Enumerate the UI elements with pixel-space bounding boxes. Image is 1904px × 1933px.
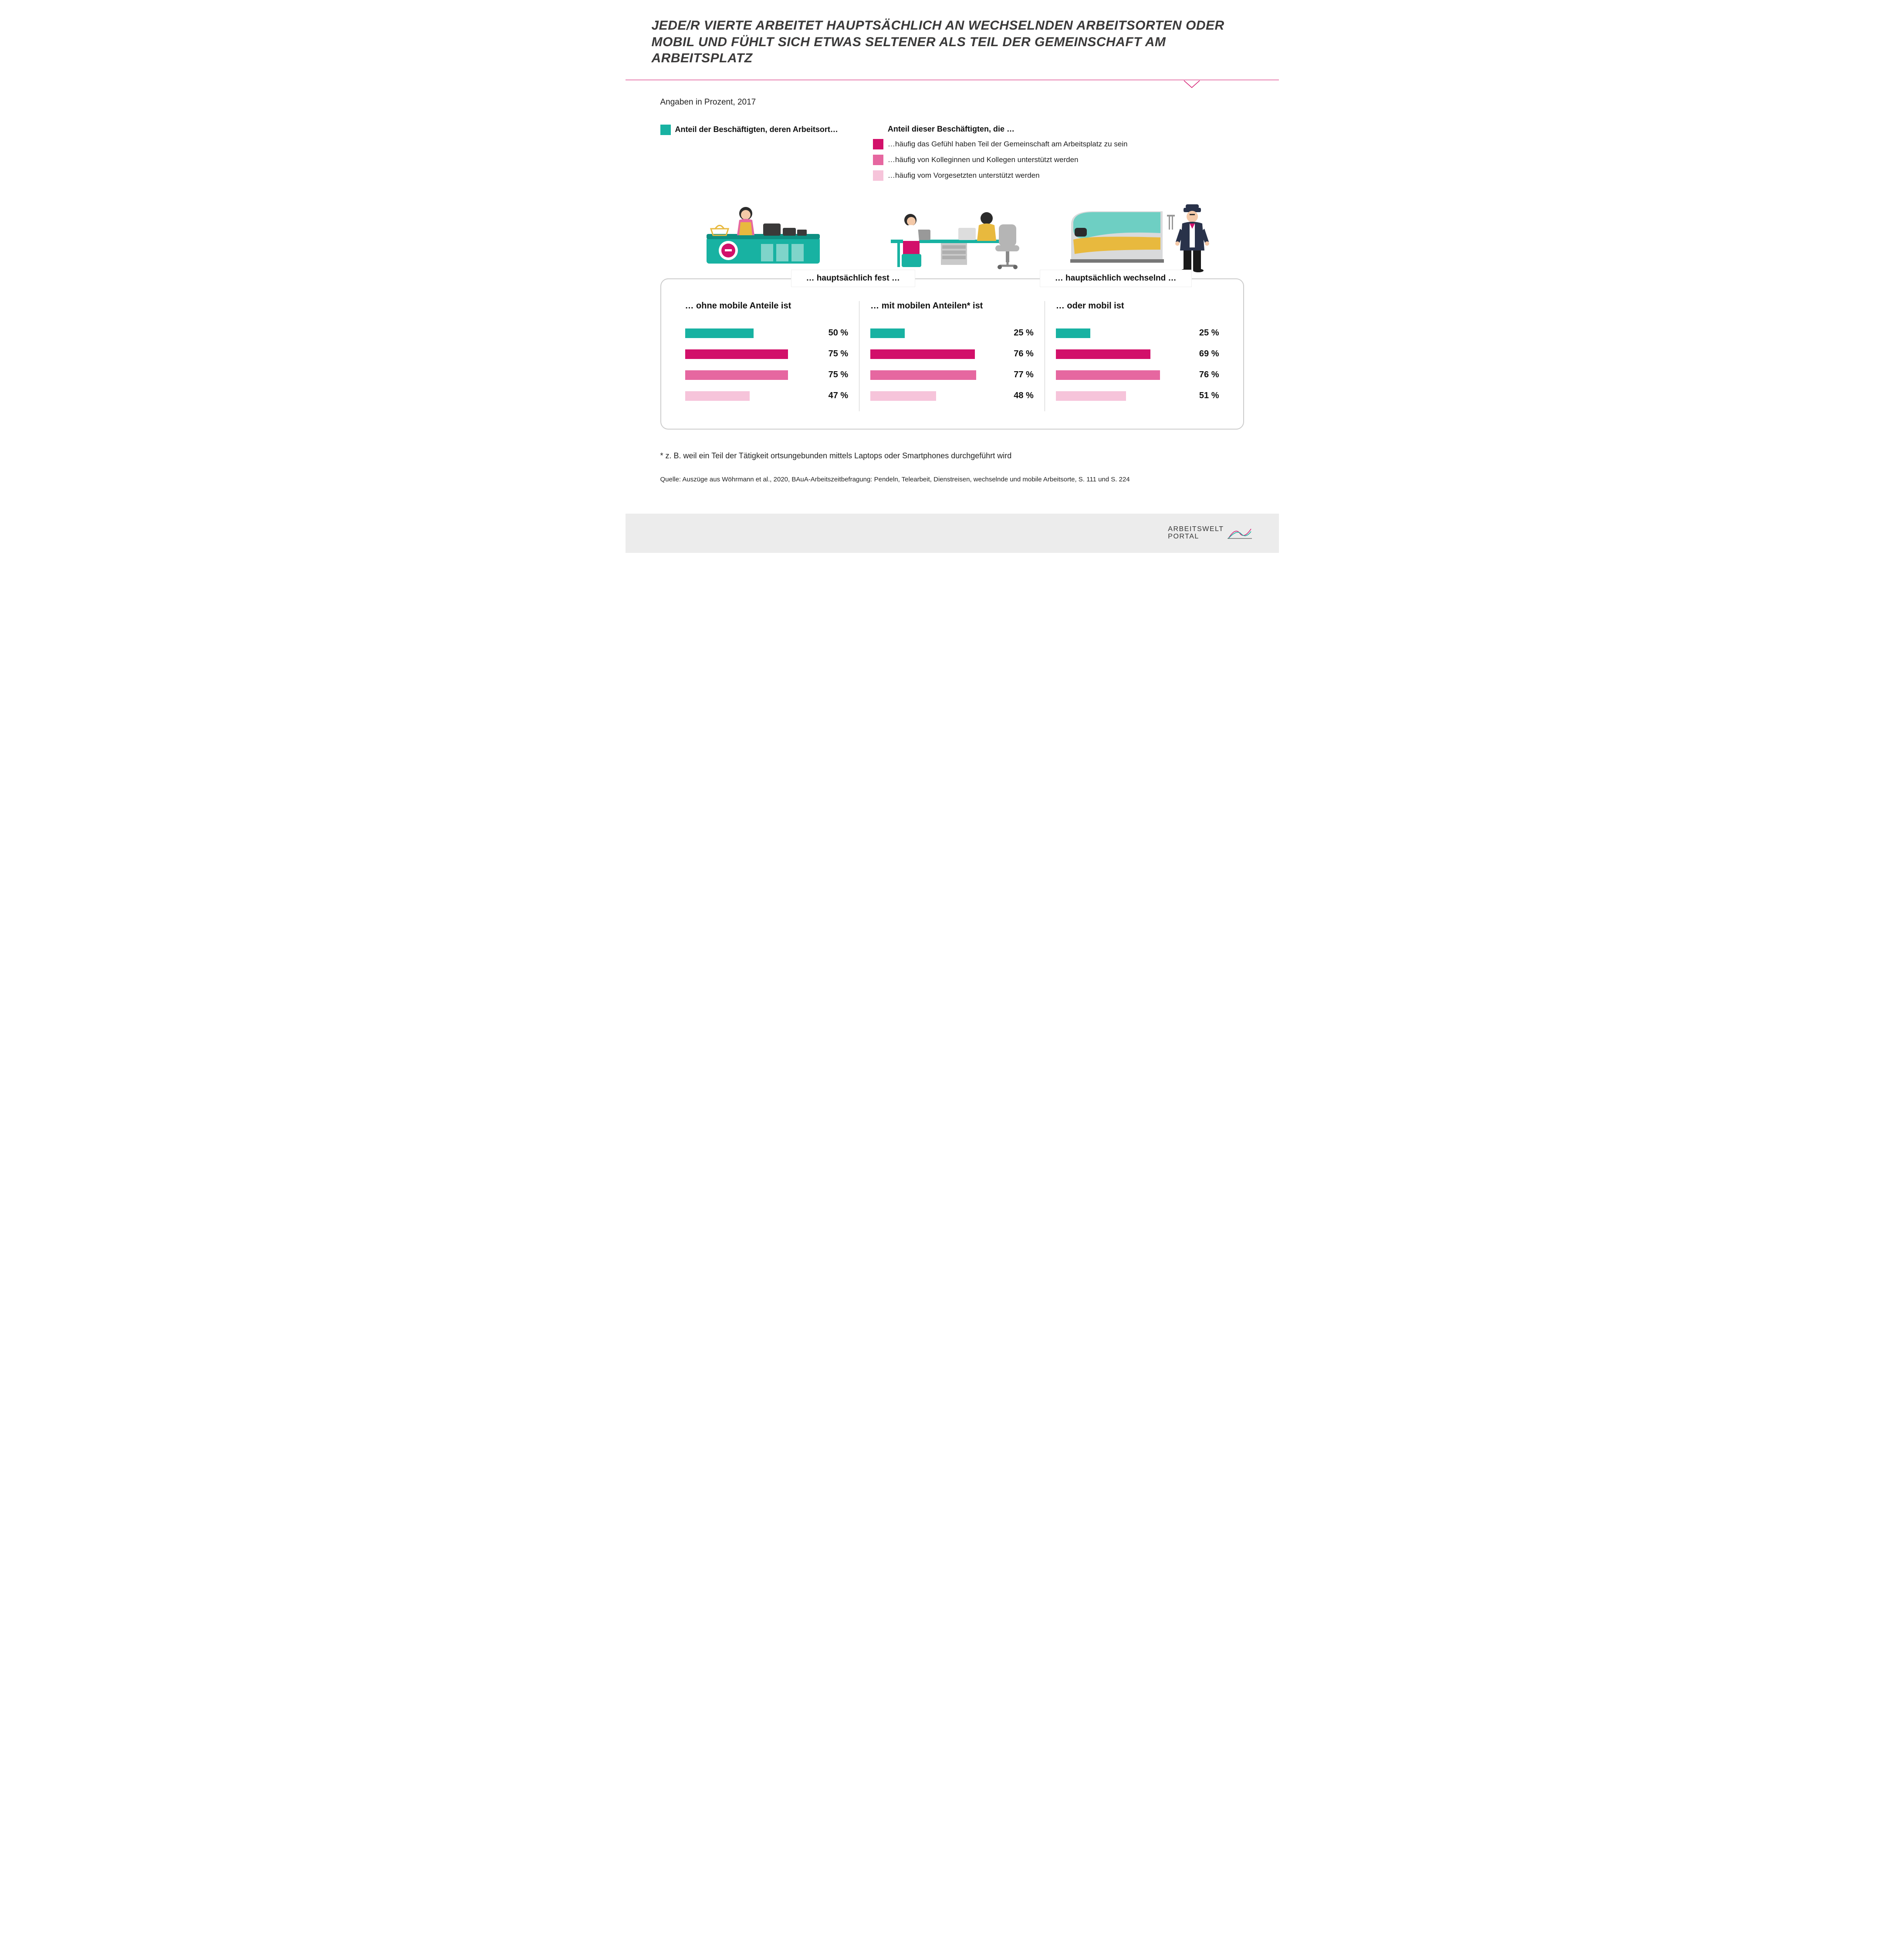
footnote: * z. B. weil ein Teil der Tätigkeit orts…	[660, 451, 1244, 460]
chart-column-1: … mit mobilen Anteilen* ist 25 % 76 % 77 % 4…	[859, 301, 1045, 411]
bar-row: 77 %	[870, 369, 1034, 381]
bar-track	[870, 328, 1008, 338]
illustration-row	[660, 198, 1244, 272]
swatch-magenta-light	[873, 170, 883, 181]
bar-row: 48 %	[870, 390, 1034, 402]
cashier-icon	[698, 203, 829, 272]
office-icon	[878, 203, 1026, 272]
logo-line2: PORTAL	[1168, 533, 1224, 541]
bar-track	[685, 370, 822, 380]
legend-right-head: Anteil dieser Beschäftigten, die …	[873, 125, 1128, 134]
bar-track	[685, 391, 822, 401]
column-title: … ohne mobile Anteile ist	[685, 301, 849, 311]
bar-fill	[870, 349, 974, 359]
bar-row: 51 %	[1056, 390, 1219, 402]
bar-fill	[685, 370, 788, 380]
bar-track	[1056, 391, 1193, 401]
chart-box: … ohne mobile Anteile ist 50 % 75 % 75 % 47 …	[660, 278, 1244, 430]
swatch-magenta-mid	[873, 155, 883, 165]
footer: ARBEITSWELT PORTAL	[626, 514, 1279, 553]
bar-track	[870, 391, 1008, 401]
bar-label: 25 %	[1199, 328, 1219, 338]
legend-left-head: Anteil der Beschäftigten, deren Arbeitso…	[660, 125, 838, 135]
bar-label: 75 %	[829, 370, 849, 380]
illustration-cashier	[669, 198, 858, 272]
bar-fill	[685, 328, 754, 338]
bar-fill	[870, 328, 905, 338]
bar-label: 50 %	[829, 328, 849, 338]
panel-title-right: … hauptsächlich wechselnd …	[1040, 270, 1192, 287]
bar-track	[870, 349, 1008, 359]
logo: ARBEITSWELT PORTAL	[1168, 525, 1252, 541]
chart-column-2: … oder mobil ist 25 % 69 % 76 % 51 %	[1045, 301, 1230, 411]
header: JEDE/R VIERTE ARBEITET HAUPTSÄCHLICH AN …	[626, 0, 1279, 75]
content: Angaben in Prozent, 2017 Anteil der Besc…	[626, 80, 1279, 492]
bar-track	[1056, 328, 1193, 338]
chart-column-0: … ohne mobile Anteile ist 50 % 75 % 75 % 47 …	[674, 301, 859, 411]
bar-row: 25 %	[1056, 328, 1219, 339]
swatch-teal	[660, 125, 671, 135]
bar-row: 50 %	[685, 328, 849, 339]
bar-track	[1056, 349, 1193, 359]
bar-label: 76 %	[1199, 370, 1219, 380]
logo-text: ARBEITSWELT PORTAL	[1168, 526, 1224, 541]
divider-notch-icon	[1183, 80, 1201, 89]
legend-left-text: Anteil der Beschäftigten, deren Arbeitso…	[675, 125, 838, 134]
legend-item-1: …häufig von Kolleginnen und Kollegen unt…	[873, 155, 1128, 165]
bar-fill	[870, 391, 936, 401]
bar-row: 75 %	[685, 369, 849, 381]
logo-icon	[1227, 525, 1253, 541]
subtitle: Angaben in Prozent, 2017	[660, 98, 1244, 107]
bar-fill	[1056, 370, 1160, 380]
bar-fill	[685, 349, 788, 359]
illustration-office	[858, 198, 1046, 272]
bar-row: 25 %	[870, 328, 1034, 339]
bar-track	[870, 370, 1008, 380]
train-icon	[1062, 198, 1219, 272]
bar-track	[685, 349, 822, 359]
bar-label: 77 %	[1014, 370, 1034, 380]
logo-line1: ARBEITSWELT	[1168, 526, 1224, 533]
bar-label: 51 %	[1199, 391, 1219, 401]
page-title: JEDE/R VIERTE ARBEITET HAUPTSÄCHLICH AN …	[652, 17, 1253, 67]
legend: Anteil der Beschäftigten, deren Arbeitso…	[660, 125, 1244, 181]
bar-label: 75 %	[829, 349, 849, 359]
bar-fill	[870, 370, 976, 380]
bar-label: 69 %	[1199, 349, 1219, 359]
swatch-magenta-dark	[873, 139, 883, 149]
bar-fill	[1056, 328, 1090, 338]
legend-item-2-text: …häufig vom Vorgesetzten unterstützt wer…	[888, 171, 1040, 180]
legend-item-2: …häufig vom Vorgesetzten unterstützt wer…	[873, 170, 1128, 181]
illustration-train	[1046, 198, 1235, 272]
bar-fill	[685, 391, 750, 401]
bar-label: 47 %	[829, 391, 849, 401]
column-title: … oder mobil ist	[1056, 301, 1219, 311]
bar-row: 76 %	[870, 349, 1034, 360]
bar-label: 76 %	[1014, 349, 1034, 359]
column-title: … mit mobilen Anteilen* ist	[870, 301, 1034, 311]
legend-item-0-text: …häufig das Gefühl haben Teil der Gemein…	[888, 140, 1128, 149]
bar-label: 25 %	[1014, 328, 1034, 338]
bar-track	[685, 328, 822, 338]
bar-row: 47 %	[685, 390, 849, 402]
bar-label: 48 %	[1014, 391, 1034, 401]
legend-item-1-text: …häufig von Kolleginnen und Kollegen unt…	[888, 156, 1079, 164]
panel-title-left: … hauptsächlich fest …	[791, 270, 915, 287]
bar-row: 69 %	[1056, 349, 1219, 360]
source: Quelle: Auszüge aus Wöhrmann et al., 202…	[660, 476, 1244, 483]
legend-right: Anteil dieser Beschäftigten, die … …häuf…	[873, 125, 1128, 181]
legend-item-0: …häufig das Gefühl haben Teil der Gemein…	[873, 139, 1128, 149]
bar-fill	[1056, 349, 1150, 359]
legend-left: Anteil der Beschäftigten, deren Arbeitso…	[660, 125, 838, 181]
bar-track	[1056, 370, 1193, 380]
bar-row: 76 %	[1056, 369, 1219, 381]
bar-fill	[1056, 391, 1126, 401]
bar-row: 75 %	[685, 349, 849, 360]
legend-right-text: Anteil dieser Beschäftigten, die …	[888, 125, 1015, 134]
